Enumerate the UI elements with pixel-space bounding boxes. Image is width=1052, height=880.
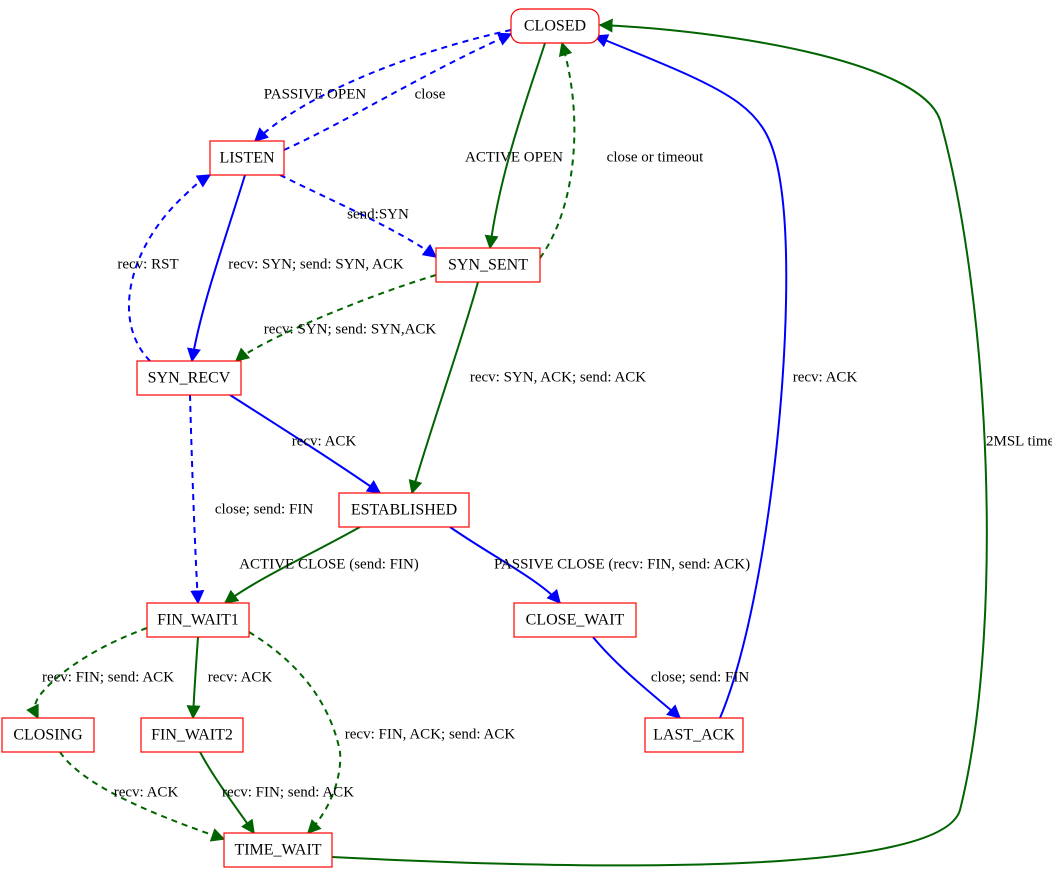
edge-label-closed-listen: PASSIVE OPEN: [264, 86, 367, 102]
edge-label-time_wait-closed: 2MSL timeout: [986, 433, 1052, 449]
edge-label-fin_wait2-time_wait: recv: FIN; send: ACK: [222, 784, 354, 800]
edge-label-syn_sent-syn_recv: recv: SYN; send: SYN,ACK: [264, 321, 437, 337]
edge-label-est-fin_wait1: ACTIVE CLOSE (send: FIN): [239, 556, 419, 572]
node-label-fin_wait2: FIN_WAIT2: [151, 727, 233, 744]
edge-label-closing-time_wait: recv: ACK: [114, 784, 179, 800]
edge-label-syn_recv-listen: recv: RST: [117, 256, 178, 272]
edge-label-fin_wait1-fin_wait2: recv: ACK: [208, 669, 273, 685]
edge-fin_wait1-fin_wait2: [193, 637, 198, 718]
node-label-syn_sent: SYN_SENT: [448, 257, 528, 274]
node-label-established: ESTABLISHED: [351, 502, 457, 519]
edge-label-syn_recv-fin_wait1: close; send: FIN: [215, 501, 313, 517]
edge-label-syn_sent-established: recv: SYN, ACK; send: ACK: [470, 369, 646, 385]
edge-label-close_wait-last_ack: close; send: FIN: [651, 669, 749, 685]
node-label-listen: LISTEN: [219, 150, 275, 167]
node-label-fin_wait1: FIN_WAIT1: [157, 612, 239, 629]
node-label-last_ack: LAST_ACK: [653, 727, 735, 744]
edge-label-syn_sent-closed: close or timeout: [607, 149, 704, 165]
tcp-state-diagram: CLOSED LISTEN SYN_SENT SYN_RECV ESTABLISHED F…: [0, 0, 1052, 880]
edge-fin_wait1-time_wait: [249, 632, 340, 833]
edge-label-last_ack-closed: recv: ACK: [793, 369, 858, 385]
edge-label-fin_wait1-closing: recv: FIN; send: ACK: [42, 669, 174, 685]
edge-label-fin_wait1-time_wait: recv: FIN, ACK; send: ACK: [345, 726, 516, 742]
edge-syn_sent-established: [412, 282, 478, 493]
edge-label-listen-syn_recv: recv: SYN; send: SYN, ACK: [228, 256, 404, 272]
node-label-time_wait: TIME_WAIT: [234, 842, 321, 859]
edge-label-closed-syn_sent: ACTIVE OPEN: [465, 149, 563, 165]
edge-syn_sent-syn_recv: [236, 275, 436, 361]
edge-label-listen-syn_sent: send:SYN: [347, 206, 409, 222]
node-label-closed: CLOSED: [524, 18, 586, 35]
node-label-close_wait: CLOSE_WAIT: [526, 612, 625, 629]
edge-closed-syn_sent: [490, 43, 545, 248]
node-label-syn_recv: SYN_RECV: [148, 370, 231, 387]
edge-label-syn_recv-established: recv: ACK: [292, 433, 357, 449]
edge-label-est-close_wait: PASSIVE CLOSE (recv: FIN, send: ACK): [494, 556, 750, 572]
edge-syn_recv-fin_wait1: [190, 395, 198, 603]
edge-label-listen-closed: close: [415, 86, 446, 102]
node-label-closing: CLOSING: [13, 727, 83, 744]
